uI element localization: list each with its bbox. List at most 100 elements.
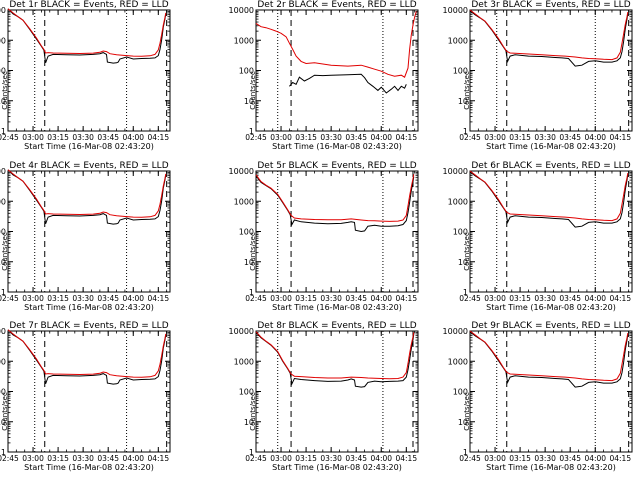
chart-panel-9: Det 9r BLACK = Events, RED = LLD 1 10 100 10… [443, 321, 633, 472]
y-tick-label: 1 [249, 127, 254, 136]
x-tick-label: 03:00 [22, 133, 44, 142]
x-tick-label: 02:45 [459, 294, 481, 303]
x-tick-label: 03:30 [320, 294, 342, 303]
x-tick-label: 03:00 [270, 133, 292, 142]
x-tick-label: 03:45 [345, 294, 367, 303]
x-tick-label: 03:00 [484, 454, 506, 463]
y-tick-label: 10000 [443, 167, 468, 176]
y-tick-label: 100 [239, 388, 254, 397]
x-tick-label: 03:00 [270, 454, 292, 463]
y-axis-label: Counts/sec [463, 392, 471, 431]
chart-panel-7: Det 7r BLACK = Events, RED = LLD 1 10 100 10… [0, 321, 171, 472]
y-tick-label: 10 [244, 97, 254, 106]
plot-frame [469, 330, 633, 453]
series-line-lld [469, 330, 629, 382]
series-line-lld [469, 9, 629, 61]
y-tick-label: 1 [463, 448, 468, 457]
series-line-events [469, 331, 629, 388]
chart-title: Det 4r BLACK = Events, RED = LLD [9, 161, 168, 171]
series-line-events [469, 171, 629, 228]
chart-panel-6: Det 6r BLACK = Events, RED = LLD 1 10 100 10… [443, 161, 633, 312]
x-tick-label: 02:45 [0, 454, 19, 463]
chart-title: Det 5r BLACK = Events, RED = LLD [257, 161, 416, 171]
series-line-events [7, 329, 167, 385]
y-axis-label: Counts/sec [249, 71, 257, 110]
y-tick-label: 10000 [0, 6, 6, 15]
plot-frame [255, 330, 419, 453]
x-axis-label: Start Time (16-Mar-08 02:43:20) [486, 142, 616, 151]
y-tick-label: 100 [0, 228, 6, 237]
x-tick-label: 03:15 [47, 294, 69, 303]
y-tick-label: 100 [0, 388, 6, 397]
series-line-lld [255, 331, 415, 380]
y-tick-label: 1 [1, 127, 6, 136]
y-tick-label: 100 [453, 67, 468, 76]
y-tick-label: 10 [458, 258, 468, 267]
y-tick-label: 1 [463, 127, 468, 136]
y-tick-label: 1000 [0, 357, 6, 366]
plot-frame [469, 9, 633, 132]
y-tick-label: 10 [458, 97, 468, 106]
x-tick-label: 03:30 [534, 454, 556, 463]
plot-frame [255, 9, 419, 132]
y-tick-label: 10000 [229, 167, 254, 176]
plot-frame [7, 330, 171, 453]
y-tick-label: 10000 [0, 327, 6, 336]
y-axis-label: Counts/sec [463, 232, 471, 271]
x-tick-label: 03:45 [345, 454, 367, 463]
y-tick-label: 1000 [234, 36, 254, 45]
chart-title: Det 6r BLACK = Events, RED = LLD [471, 161, 630, 171]
series-line-events [469, 10, 629, 67]
chart-panel-2: Det 2r BLACK = Events, RED = LLD 1 10 100 10… [229, 0, 419, 151]
x-tick-label: 03:15 [47, 454, 69, 463]
x-tick-label: 03:15 [47, 133, 69, 142]
series-line-events [255, 175, 415, 233]
x-tick-label: 02:45 [245, 133, 267, 142]
series-line-events [7, 169, 167, 225]
x-tick-label: 04:00 [122, 133, 144, 142]
chart-title: Det 9r BLACK = Events, RED = LLD [471, 321, 630, 331]
x-tick-label: 04:15 [395, 133, 417, 142]
y-tick-label: 1 [463, 288, 468, 297]
y-tick-label: 10 [244, 258, 254, 267]
chart-title: Det 7r BLACK = Events, RED = LLD [9, 321, 168, 331]
y-tick-label: 1000 [448, 36, 468, 45]
x-axis-label: Start Time (16-Mar-08 02:43:20) [272, 142, 402, 151]
plot-frame [7, 9, 171, 132]
x-tick-label: 03:45 [559, 133, 581, 142]
plot-frame [255, 170, 419, 293]
y-tick-label: 10 [244, 418, 254, 427]
y-tick-label: 1000 [234, 197, 254, 206]
x-tick-label: 03:00 [484, 294, 506, 303]
y-tick-label: 1 [249, 288, 254, 297]
x-tick-label: 03:45 [97, 133, 119, 142]
x-tick-label: 04:15 [609, 133, 631, 142]
x-tick-label: 03:30 [320, 454, 342, 463]
series-line-lld [7, 8, 167, 57]
x-tick-label: 04:15 [147, 294, 169, 303]
x-tick-label: 03:30 [534, 294, 556, 303]
x-tick-label: 03:15 [295, 294, 317, 303]
x-tick-label: 02:45 [0, 294, 19, 303]
x-tick-label: 03:30 [534, 133, 556, 142]
x-tick-label: 02:45 [245, 454, 267, 463]
y-tick-label: 10 [0, 258, 6, 267]
chart-title: Det 1r BLACK = Events, RED = LLD [9, 0, 168, 10]
x-axis-label: Start Time (16-Mar-08 02:43:20) [24, 463, 154, 472]
x-tick-label: 02:45 [245, 294, 267, 303]
y-axis-label: Counts/sec [249, 392, 257, 431]
chart-panel-8: Det 8r BLACK = Events, RED = LLD 1 10 100 10… [229, 321, 419, 472]
x-tick-label: 03:45 [345, 133, 367, 142]
x-axis-label: Start Time (16-Mar-08 02:43:20) [486, 463, 616, 472]
y-tick-label: 1 [1, 288, 6, 297]
x-tick-label: 03:30 [72, 454, 94, 463]
x-tick-label: 03:00 [22, 454, 44, 463]
x-tick-label: 03:00 [270, 294, 292, 303]
series-line-lld [7, 169, 167, 218]
series-line-lld [7, 329, 167, 378]
x-tick-label: 03:30 [72, 133, 94, 142]
x-tick-label: 03:00 [22, 294, 44, 303]
x-tick-label: 04:00 [370, 294, 392, 303]
series-line-events [289, 73, 407, 94]
x-axis-label: Start Time (16-Mar-08 02:43:20) [486, 303, 616, 312]
